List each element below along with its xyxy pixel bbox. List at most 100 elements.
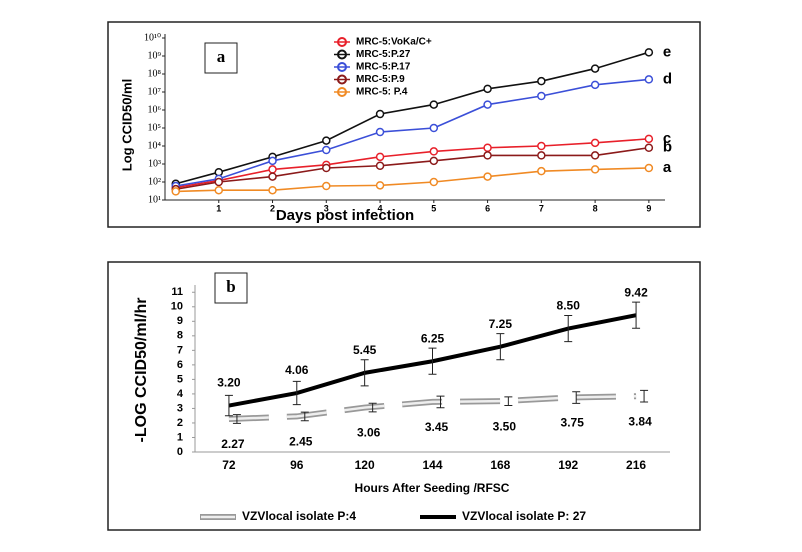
panel-b-frame xyxy=(107,261,701,531)
end-label: b xyxy=(663,139,672,156)
series-line xyxy=(175,167,649,193)
data-point xyxy=(268,185,277,195)
data-point xyxy=(322,145,331,155)
x-tick-label: 4 xyxy=(378,203,383,213)
y-tick-label: 10 xyxy=(171,301,183,313)
data-point xyxy=(429,123,439,133)
error-bar xyxy=(232,414,241,424)
data-point xyxy=(483,172,492,181)
legend-label: MRC-5:VoKa/C+ xyxy=(356,37,432,48)
y-tick-label: 10¹ xyxy=(148,194,161,205)
data-point xyxy=(214,177,224,187)
data-point xyxy=(644,163,654,173)
data-label: 5.45 xyxy=(353,343,377,357)
y-tick-label: 8 xyxy=(177,330,183,342)
x-tick-label: 192 xyxy=(558,458,578,472)
data-point xyxy=(322,181,331,191)
error-bar xyxy=(224,394,233,417)
data-point xyxy=(483,151,492,160)
data-point xyxy=(171,187,181,196)
y-tick-label: 9 xyxy=(177,315,183,327)
data-point xyxy=(429,100,439,109)
legend-label: MRC-5:P.27 xyxy=(356,49,411,60)
y-tick-label: 3 xyxy=(177,402,183,414)
data-point xyxy=(537,166,546,176)
error-bar xyxy=(300,411,309,422)
x-tick-label: 2 xyxy=(270,203,275,213)
data-point xyxy=(429,147,439,156)
data-point xyxy=(268,172,277,181)
data-label: 4.06 xyxy=(285,363,309,377)
x-tick-label: 120 xyxy=(355,458,375,472)
legend-label: MRC-5: P.4 xyxy=(356,87,408,98)
data-label: 7.25 xyxy=(489,317,513,331)
data-label: 3.20 xyxy=(217,376,241,390)
data-label: 3.06 xyxy=(357,426,381,440)
panel-a-frame xyxy=(107,21,701,228)
y-tick-label: 10⁷ xyxy=(148,86,162,97)
x-tick-label: 8 xyxy=(593,203,598,213)
data-point xyxy=(375,181,385,190)
data-point xyxy=(483,100,492,109)
error-bar xyxy=(368,402,377,413)
x-tick-label: 144 xyxy=(422,458,442,472)
data-point xyxy=(214,185,224,195)
y-axis-label: Log CCID50/ml xyxy=(119,79,134,171)
data-point xyxy=(537,151,546,160)
end-label: d xyxy=(663,70,672,87)
error-bar xyxy=(564,314,573,343)
error-bar xyxy=(640,389,649,403)
y-tick-label: 10⁵ xyxy=(148,122,162,133)
y-tick-label: 2 xyxy=(177,417,183,429)
data-label: 3.84 xyxy=(628,414,652,428)
x-tick-label: 216 xyxy=(626,458,646,472)
error-bar xyxy=(496,333,505,361)
data-point xyxy=(322,163,331,173)
data-point xyxy=(590,138,600,148)
data-label: 9.42 xyxy=(624,285,648,299)
x-axis-label: Days post infection xyxy=(276,207,414,224)
y-tick-label: 10⁸ xyxy=(148,68,162,79)
x-tick-label: 3 xyxy=(324,203,329,213)
x-tick-label: 72 xyxy=(222,458,236,472)
legend-label: MRC-5:P.17 xyxy=(356,62,411,73)
data-point xyxy=(268,165,277,174)
data-point xyxy=(483,143,492,152)
data-point xyxy=(375,161,385,170)
x-tick-label: 1 xyxy=(216,203,221,213)
panel-label: a xyxy=(217,47,226,66)
y-tick-label: 10¹⁰ xyxy=(144,32,161,43)
y-tick-label: 10³ xyxy=(148,158,161,169)
panel-label-box xyxy=(204,42,238,74)
y-tick-label: 7 xyxy=(177,344,183,356)
data-point xyxy=(537,76,546,86)
error-bar xyxy=(504,396,513,407)
y-tick-label: 0 xyxy=(177,446,183,458)
end-label: a xyxy=(663,159,672,176)
error-bar xyxy=(292,380,301,406)
data-label: 3.45 xyxy=(425,420,449,434)
error-bar xyxy=(572,391,581,404)
data-point xyxy=(590,80,600,90)
error-bar xyxy=(632,301,641,329)
x-tick-label: 96 xyxy=(290,458,304,472)
data-point xyxy=(537,141,546,151)
y-tick-label: 5 xyxy=(177,373,183,385)
series-line xyxy=(175,51,650,185)
error-bar xyxy=(436,395,445,409)
data-label: 3.50 xyxy=(493,419,517,433)
data-point xyxy=(590,151,600,160)
y-tick-label: 10⁹ xyxy=(148,50,162,61)
x-axis-label: Hours After Seeding /RFSC xyxy=(355,481,510,495)
data-point xyxy=(644,143,654,152)
data-point xyxy=(590,165,600,174)
y-tick-label: 10⁶ xyxy=(148,104,162,115)
data-point xyxy=(429,177,439,187)
x-tick-label: 9 xyxy=(646,203,651,213)
legend-label: VZVlocal isolate P:4 xyxy=(242,509,356,523)
data-point xyxy=(590,64,600,73)
y-tick-label: 4 xyxy=(177,388,184,400)
end-label: e xyxy=(663,43,671,60)
data-point xyxy=(268,156,277,166)
data-label: 2.27 xyxy=(221,437,245,451)
